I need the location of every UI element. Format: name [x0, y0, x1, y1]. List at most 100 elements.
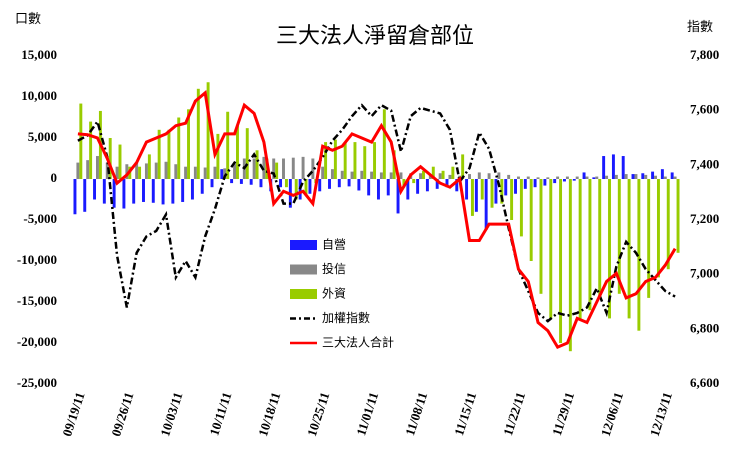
legend-label: 三大法人合計: [322, 335, 394, 350]
bar: [154, 162, 158, 179]
bar: [233, 164, 237, 179]
bar: [634, 174, 638, 179]
bar: [402, 179, 406, 188]
bar: [470, 179, 474, 216]
bar: [294, 179, 298, 200]
bar: [216, 133, 220, 179]
bar: [367, 179, 371, 196]
bar: [477, 172, 481, 179]
bar: [220, 169, 224, 179]
bar: [621, 156, 625, 179]
bar: [350, 171, 354, 179]
bar: [321, 166, 325, 179]
bar: [167, 129, 171, 179]
bar: [516, 176, 520, 179]
bar: [396, 179, 400, 214]
bar: [245, 128, 249, 179]
bar: [673, 176, 677, 179]
bar: [272, 158, 276, 179]
bar: [174, 164, 178, 179]
bar: [500, 179, 504, 204]
bar: [357, 179, 361, 191]
bar: [474, 179, 478, 212]
x-tick-label: 11/15/11: [451, 390, 479, 437]
bar: [115, 166, 119, 179]
bar: [670, 172, 674, 179]
bar: [187, 109, 190, 179]
bar: [157, 129, 161, 179]
bar: [144, 163, 148, 179]
bar: [455, 179, 459, 192]
bar: [572, 179, 576, 181]
bar: [627, 179, 631, 319]
bar: [435, 179, 439, 189]
bar: [504, 179, 508, 196]
legend-label: 加權指數: [322, 310, 370, 325]
y-tick-label: -10,000: [17, 252, 57, 267]
bar: [484, 179, 488, 230]
bar: [656, 179, 660, 278]
bar: [406, 179, 410, 200]
bar: [102, 179, 106, 204]
bar: [480, 179, 484, 200]
bar: [546, 177, 550, 179]
bar: [337, 179, 341, 188]
legend-label: 投信: [322, 261, 346, 276]
bar: [291, 157, 295, 179]
bar: [529, 179, 533, 261]
bar: [399, 172, 403, 179]
bar: [193, 166, 197, 179]
y2-tick-label: 7,000: [690, 266, 719, 281]
bar: [333, 139, 337, 179]
bar: [203, 167, 207, 179]
bar: [112, 179, 116, 208]
legend-label: 外資: [322, 287, 346, 301]
bar: [249, 179, 253, 185]
bar: [490, 179, 494, 208]
y-tick-label: -25,000: [17, 375, 57, 390]
y-tick-label: 10,000: [21, 88, 57, 103]
x-tick-label: 11/01/11: [353, 390, 381, 437]
bar: [438, 173, 442, 179]
y-tick-label: 5,000: [28, 129, 57, 144]
bar: [651, 171, 655, 179]
bar: [262, 156, 266, 179]
bar: [382, 109, 386, 179]
x-tick-label: 10/25/11: [304, 390, 332, 438]
chart-title: 三大法人淨留倉部位: [276, 23, 474, 48]
bar: [105, 162, 109, 179]
bar: [206, 82, 210, 179]
bar: [563, 179, 566, 182]
bar: [608, 179, 611, 319]
bar: [666, 179, 670, 270]
bar: [465, 179, 469, 200]
bar: [392, 150, 396, 179]
bar: [79, 103, 83, 179]
x-tick-label: 11/08/11: [402, 390, 430, 437]
bar: [494, 179, 498, 204]
bar: [275, 162, 279, 179]
bar: [83, 179, 87, 212]
bar: [510, 179, 514, 220]
bar: [585, 176, 589, 179]
bar: [252, 158, 256, 179]
bar: [330, 169, 334, 179]
bar: [138, 166, 142, 179]
bar: [559, 179, 563, 343]
bar: [412, 179, 416, 184]
bar: [239, 179, 243, 184]
y2-tick-label: 7,400: [690, 156, 719, 171]
x-tick-label: 11/22/11: [500, 390, 528, 437]
y2-tick-label: 6,600: [690, 375, 719, 390]
bar: [526, 176, 530, 179]
x-tick-label: 09/19/11: [59, 390, 87, 438]
y-axis-label: 口數: [15, 11, 41, 26]
bar: [147, 154, 151, 179]
bar: [76, 162, 80, 179]
bar: [284, 179, 288, 188]
y-tick-label: 0: [51, 170, 58, 185]
bar: [324, 142, 328, 179]
bar: [431, 166, 435, 179]
bar: [226, 111, 230, 179]
